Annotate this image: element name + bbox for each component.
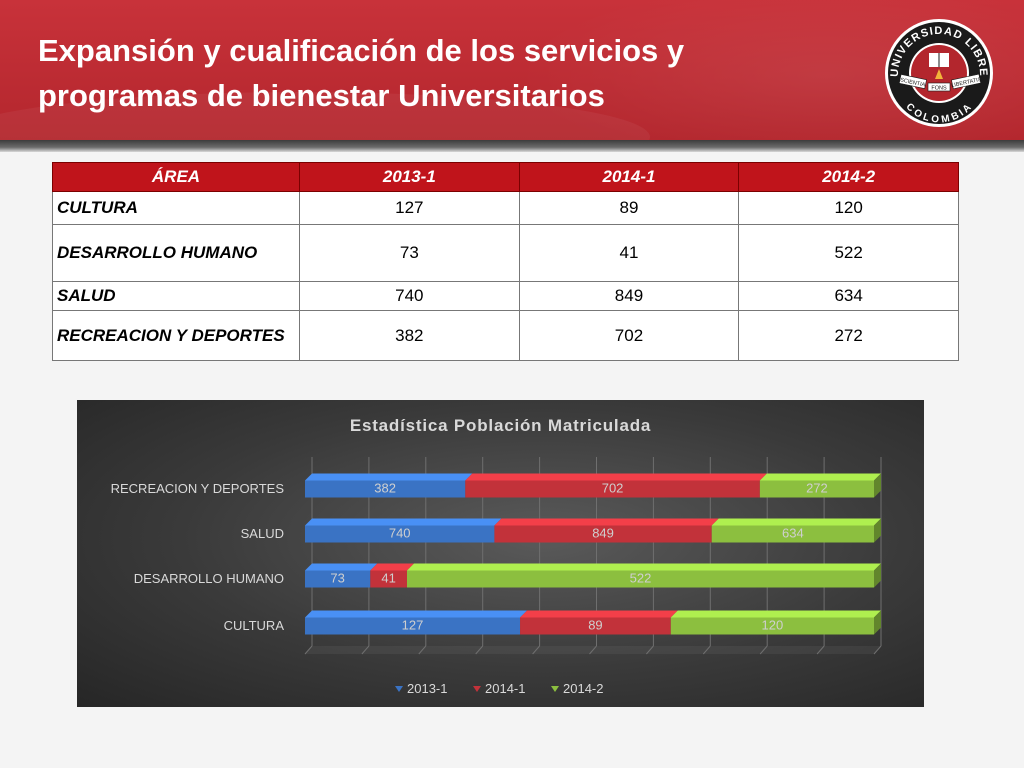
table-cell: 272 [738,310,959,361]
logo-banner-center: FONS [931,86,947,92]
table-cell: 73 [299,224,520,282]
chart-bar-top [520,610,678,618]
chart-bar-top [406,563,881,571]
chart-bar [370,570,407,588]
table-header-row: ÁREA 2013-1 2014-1 2014-2 [52,162,959,192]
chart-bar-top [305,518,502,526]
chart-legend-marker [473,686,481,692]
table-cell-area: SALUD [52,281,300,311]
table-row: SALUD 740 849 634 [52,281,959,311]
chart-data-label: 382 [374,481,396,496]
chart-gridline-depth [759,645,768,655]
chart-data-label: 702 [602,481,624,496]
table-row: RECREACION Y DEPORTES 382 702 272 [52,310,959,361]
chart-bar-top [305,473,473,481]
table-cell: 849 [518,281,740,311]
chart-bar-top [670,610,881,618]
chart-legend-label: 2013-1 [407,681,447,696]
table-cell-area: DESARROLLO HUMANO [52,224,300,282]
table-cell-area: RECREACION Y DEPORTES [52,310,300,361]
chart-canvas: Estadística Población Matriculada RECREAC… [111,416,882,696]
chart-category-label: DESARROLLO HUMANO [134,571,284,586]
chart-bar-top [494,518,719,526]
chart-bar-top [465,473,767,481]
chart-bar [465,480,760,498]
chart-category-label: RECREACION Y DEPORTES [111,481,285,496]
chart-bar-side [874,563,881,588]
chart-bar [670,617,874,635]
chart-data-label: 89 [588,618,602,633]
chart-bar-side [874,518,881,543]
chart-data-label: 127 [402,618,424,633]
chart-gridline-depth [532,645,540,655]
logo-flame-icon [935,69,943,79]
chart-legend-label: 2014-2 [563,681,603,696]
table-row: CULTURA 127 89 120 [52,191,959,225]
chart-gridline-depth [589,645,597,655]
slide-title: Expansión y cualificación de los servici… [38,28,798,118]
chart-legend-marker [551,686,559,692]
table-row: DESARROLLO HUMANO 73 41 522 [52,224,959,282]
chart-gridline-depth [873,645,882,655]
table-header-area: ÁREA [52,162,300,192]
table-cell: 740 [299,281,520,311]
table-header-2014-2: 2014-2 [738,162,959,192]
chart-bar-side [874,610,881,635]
chart-gridline-depth [361,645,370,655]
chart-bar [711,525,874,543]
chart-bar [406,570,874,588]
table-cell: 522 [738,224,959,282]
chart-bar [305,570,371,588]
chart-data-label: 849 [592,526,614,541]
enrollment-table: ÁREA 2013-1 2014-1 2014-2 CULTURA 127 89… [52,162,959,361]
chart-category-label: CULTURA [224,618,285,633]
chart-data-label: 73 [330,571,344,586]
chart-gridline-depth [418,645,427,655]
table-cell: 89 [518,191,740,225]
slide-title-line-2: programas de bienestar Universitarios [38,78,605,113]
chart-bar-top [370,563,414,571]
enrollment-chart: Estadística Población Matriculada RECREAC… [77,400,924,707]
chart-data-label: 120 [762,618,784,633]
chart-bar [305,480,466,498]
chart-gridline-depth [702,645,711,655]
chart-category-label: SALUD [241,526,284,541]
table-cell-area: CULTURA [52,191,300,225]
table-cell: 120 [738,191,959,225]
table-cell: 382 [299,310,520,361]
chart-legend-label: 2014-1 [485,681,525,696]
table-header-2014-1: 2014-1 [518,162,740,192]
universidad-libre-logo: UNIVERSIDAD LIBRE COLOMBIA SCIENTIA LIBE… [885,19,993,127]
chart-bar [305,525,495,543]
chart-bar [759,480,874,498]
chart-data-label: 41 [381,571,395,586]
logo-banner-left: SCIENTIA [900,77,926,88]
table-cell: 702 [518,310,740,361]
table-cell: 127 [299,191,520,225]
chart-bar [494,525,712,543]
chart-bar-top [305,610,528,618]
chart-bar-top [711,518,881,526]
chart-bar [305,617,521,635]
header-shadow-band [0,140,1024,152]
chart-gridline-depth [816,645,825,655]
chart-title: Estadística Población Matriculada [350,416,651,435]
chart-bar [520,617,671,635]
chart-gridline-depth [646,645,654,655]
slide-title-line-1: Expansión y cualificación de los servici… [38,33,685,68]
chart-legend-marker [395,686,403,692]
table-cell: 634 [738,281,959,311]
chart-data-label: 522 [630,571,652,586]
chart-data-label: 634 [782,526,804,541]
table-header-2013-1: 2013-1 [299,162,520,192]
chart-bar-top [305,563,378,571]
chart-data-label: 272 [806,481,828,496]
chart-bar-top [759,473,881,481]
chart-data-label: 740 [389,526,411,541]
slide-header: Expansión y cualificación de los servici… [0,0,1024,142]
chart-bar-side [874,473,881,498]
chart-gridline-depth [304,645,313,655]
table-cell: 41 [518,224,740,282]
chart-gridline-depth [475,645,484,655]
